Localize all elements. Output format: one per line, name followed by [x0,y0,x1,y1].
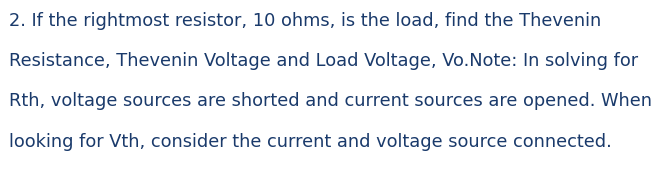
Text: looking for Vth, consider the current and voltage source connected.: looking for Vth, consider the current an… [9,133,611,150]
Text: Resistance, Thevenin Voltage and Load Voltage, Vo.Note: In solving for: Resistance, Thevenin Voltage and Load Vo… [9,52,638,70]
Text: 2. If the rightmost resistor, 10 ohms, is the load, find the Thevenin: 2. If the rightmost resistor, 10 ohms, i… [9,12,601,30]
Text: Rth, voltage sources are shorted and current sources are opened. When: Rth, voltage sources are shorted and cur… [9,92,652,110]
